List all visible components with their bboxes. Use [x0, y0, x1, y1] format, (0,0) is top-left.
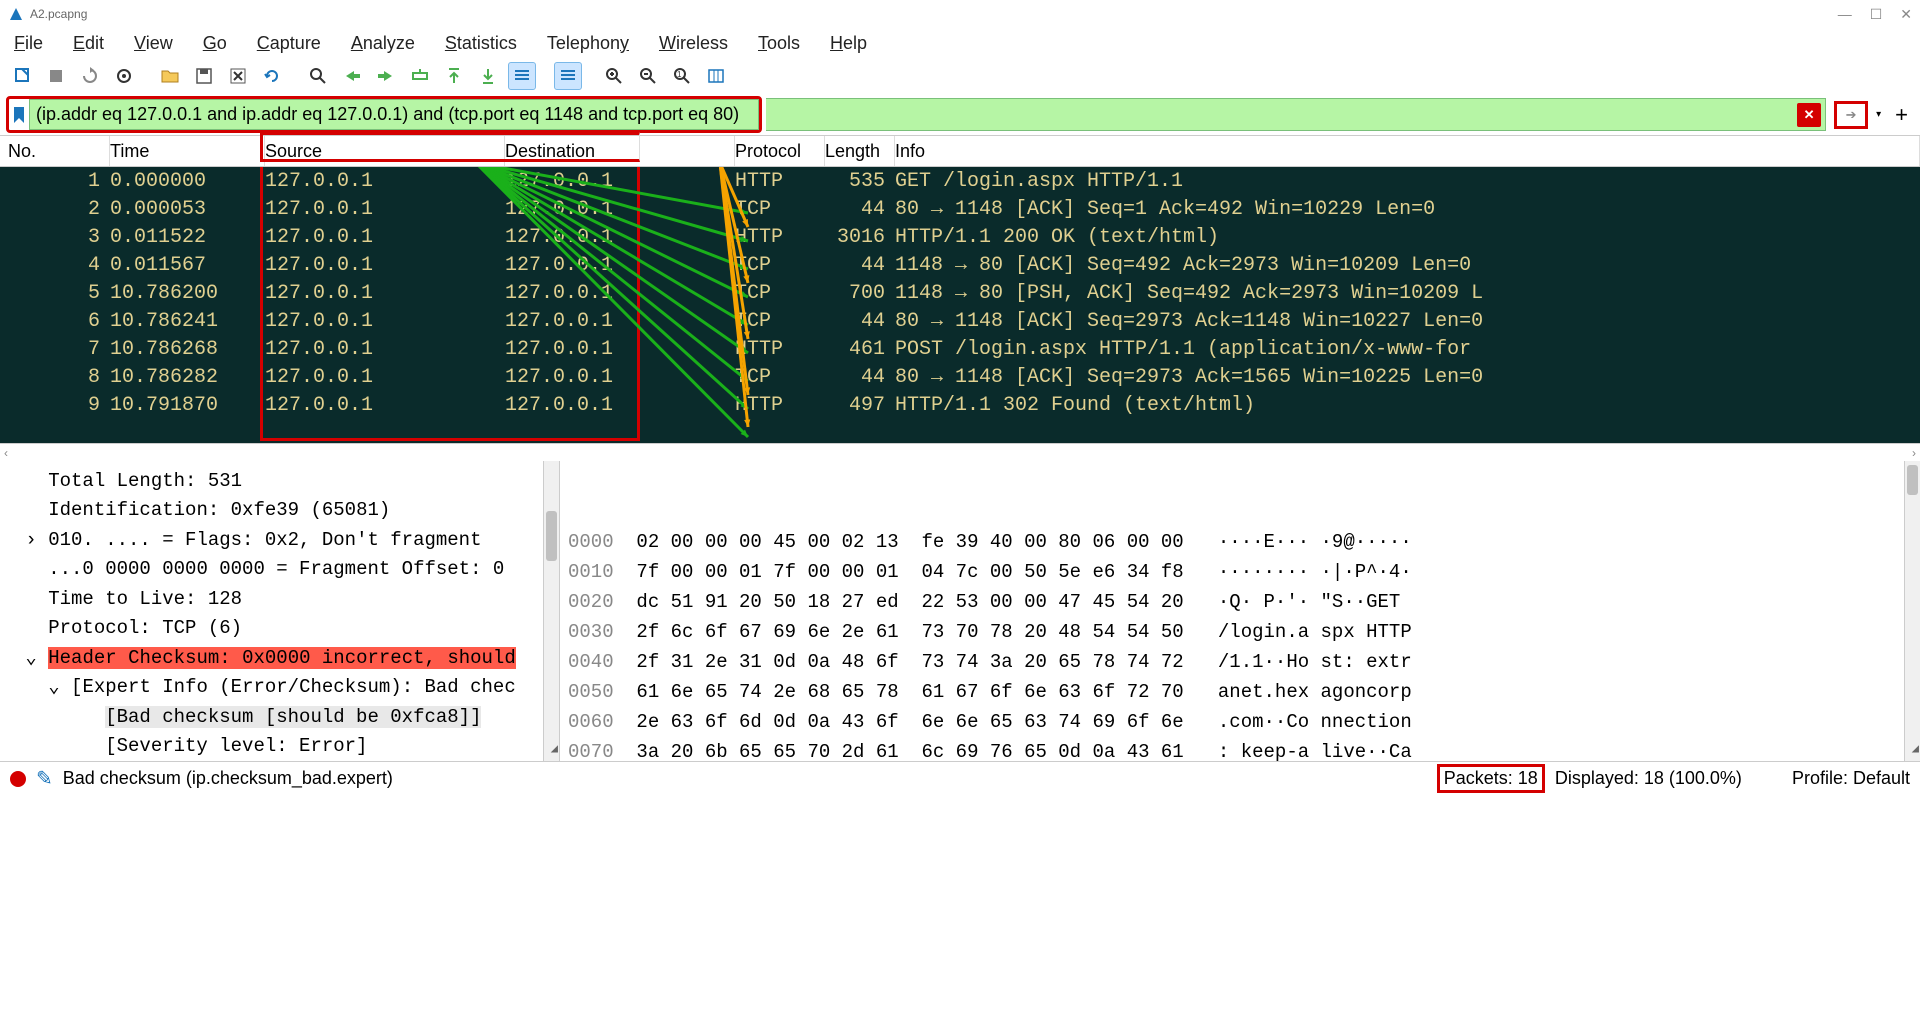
tree-ttl: Time to Live: 128 [48, 588, 242, 610]
hex-row: 0060 2e 63 6f 6d 0d 0a 43 6f 6e 6e 65 63… [568, 707, 1920, 737]
column-header-length[interactable]: Length [825, 136, 895, 166]
go-forward-icon[interactable] [372, 62, 400, 90]
go-last-icon[interactable] [474, 62, 502, 90]
status-displayed: Displayed: 18 (100.0%) [1555, 768, 1742, 789]
menu-go[interactable]: Go [203, 33, 227, 54]
close-button[interactable]: ✕ [1900, 6, 1912, 23]
packet-row[interactable]: 810.786282127.0.0.1127.0.0.1TCP44 80 → 1… [0, 363, 1920, 391]
go-to-packet-icon[interactable] [406, 62, 434, 90]
go-first-icon[interactable] [440, 62, 468, 90]
column-header-info[interactable]: Info [895, 136, 1920, 166]
display-filter-input[interactable] [29, 99, 759, 130]
auto-scroll-icon[interactable] [508, 62, 536, 90]
packet-row[interactable]: 610.786241127.0.0.1127.0.0.1TCP44 80 → 1… [0, 307, 1920, 335]
close-file-icon[interactable] [224, 62, 252, 90]
status-field-name: Bad checksum (ip.checksum_bad.expert) [63, 768, 393, 789]
menu-view[interactable]: View [134, 33, 173, 54]
packet-list-header: No. Time Source Destination Protocol Len… [0, 135, 1920, 167]
filter-history-dropdown[interactable]: ▾ [1872, 109, 1885, 120]
menu-tools[interactable]: Tools [758, 33, 800, 54]
tree-scrollbar[interactable] [543, 461, 559, 761]
tree-fragment-offset: ...0 0000 0000 0000 = Fragment Offset: 0 [48, 558, 504, 580]
packet-row[interactable]: 30.011522127.0.0.1127.0.0.1HTTP3016 HTTP… [0, 223, 1920, 251]
hex-row: 0070 3a 20 6b 65 65 70 2d 61 6c 69 76 65… [568, 737, 1920, 761]
packet-row[interactable]: 710.786268127.0.0.1127.0.0.1HTTP461 POST… [0, 335, 1920, 363]
column-header-time[interactable]: Time [110, 136, 265, 166]
packet-row[interactable]: 510.786200127.0.0.1127.0.0.1TCP700 1148 … [0, 279, 1920, 307]
tree-bad-checksum: [Bad checksum [should be 0xfca8]] [105, 706, 481, 728]
colorize-icon[interactable] [554, 62, 582, 90]
filter-input-tail[interactable]: ✕ [766, 98, 1826, 131]
find-packet-icon[interactable] [304, 62, 332, 90]
menu-file[interactable]: File [14, 33, 43, 54]
toolbar: 1 [0, 58, 1920, 94]
menu-statistics[interactable]: Statistics [445, 33, 517, 54]
menu-telephony[interactable]: Telephony [547, 33, 629, 54]
reload-icon[interactable] [258, 62, 286, 90]
menu-analyze[interactable]: Analyze [351, 33, 415, 54]
menu-edit[interactable]: Edit [73, 33, 104, 54]
minimize-button[interactable]: — [1838, 6, 1852, 23]
svg-text:1: 1 [677, 70, 682, 79]
hex-row: 0030 2f 6c 6f 67 69 6e 2e 61 73 70 78 20… [568, 617, 1920, 647]
tree-severity: [Severity level: Error] [105, 735, 367, 757]
tree-protocol: Protocol: TCP (6) [48, 617, 242, 639]
menu-capture[interactable]: Capture [257, 33, 321, 54]
resize-columns-icon[interactable] [702, 62, 730, 90]
status-profile[interactable]: Profile: Default [1792, 768, 1910, 789]
open-file-icon[interactable] [156, 62, 184, 90]
menubar: File Edit View Go Capture Analyze Statis… [0, 28, 1920, 58]
hex-scrollbar[interactable] [1904, 461, 1920, 761]
hex-row: 0020 dc 51 91 20 50 18 27 ed 22 53 00 00… [568, 587, 1920, 617]
zoom-out-icon[interactable] [634, 62, 662, 90]
menu-help[interactable]: Help [830, 33, 867, 54]
column-header-no[interactable]: No. [0, 136, 110, 166]
column-header-source[interactable]: Source [265, 136, 505, 166]
titlebar: A2.pcapng — ☐ ✕ [0, 0, 1920, 28]
expert-info-indicator-icon[interactable] [10, 771, 26, 787]
hex-row: 0000 02 00 00 00 45 00 02 13 fe 39 40 00… [568, 527, 1920, 557]
packet-list[interactable]: 10.000000127.0.0.1127.0.0.1HTTP535 GET /… [0, 167, 1920, 443]
packet-bytes-hex[interactable]: 0000 02 00 00 00 45 00 02 13 fe 39 40 00… [560, 461, 1920, 761]
packet-row[interactable]: 910.791870127.0.0.1127.0.0.1HTTP497 HTTP… [0, 391, 1920, 419]
restart-capture-icon[interactable] [76, 62, 104, 90]
tree-header-checksum[interactable]: Header Checksum: 0x0000 incorrect, shoul… [48, 647, 515, 669]
tree-expert-info[interactable]: [Expert Info (Error/Checksum): Bad chec [71, 676, 516, 698]
statusbar: ✎ Bad checksum (ip.checksum_bad.expert) … [0, 761, 1920, 795]
go-back-icon[interactable] [338, 62, 366, 90]
window-controls: — ☐ ✕ [1838, 6, 1912, 23]
hex-row: 0040 2f 31 2e 31 0d 0a 48 6f 73 74 3a 20… [568, 647, 1920, 677]
apply-filter-button[interactable]: ➔ [1834, 101, 1868, 129]
hex-row: 0050 61 6e 65 74 2e 68 65 78 61 67 6f 6e… [568, 677, 1920, 707]
zoom-reset-icon[interactable]: 1 [668, 62, 696, 90]
resize-handle-icon[interactable]: ◢ [1912, 740, 1919, 759]
horizontal-scrollbar[interactable]: ‹› [0, 443, 1920, 461]
tree-identification: Identification: 0xfe39 (65081) [48, 499, 390, 521]
start-capture-icon[interactable] [8, 62, 36, 90]
filter-bar: ✕ ➔ ▾ + [0, 94, 1920, 135]
save-file-icon[interactable] [190, 62, 218, 90]
tree-total-length: Total Length: 531 [48, 470, 242, 492]
add-filter-button[interactable]: + [1889, 102, 1914, 128]
tree-flags[interactable]: 010. .... = Flags: 0x2, Don't fragment [48, 529, 481, 551]
packet-row[interactable]: 20.000053127.0.0.1127.0.0.1TCP44 80 → 11… [0, 195, 1920, 223]
capture-options-icon[interactable] [110, 62, 138, 90]
zoom-in-icon[interactable] [600, 62, 628, 90]
edit-icon[interactable]: ✎ [36, 766, 53, 791]
clear-filter-icon[interactable]: ✕ [1797, 103, 1821, 127]
column-header-protocol[interactable]: Protocol [735, 136, 825, 166]
wireshark-fin-icon [8, 6, 24, 22]
maximize-button[interactable]: ☐ [1870, 6, 1883, 23]
resize-handle-icon[interactable]: ◢ [551, 740, 558, 759]
column-header-destination[interactable]: Destination [505, 136, 735, 166]
menu-wireless[interactable]: Wireless [659, 33, 728, 54]
window-title: A2.pcapng [30, 7, 87, 21]
bookmark-icon[interactable] [9, 103, 29, 127]
stop-capture-icon[interactable] [42, 62, 70, 90]
packet-row[interactable]: 40.011567127.0.0.1127.0.0.1TCP44 1148 → … [0, 251, 1920, 279]
status-packets: Packets: 18 [1437, 764, 1545, 793]
packet-row[interactable]: 10.000000127.0.0.1127.0.0.1HTTP535 GET /… [0, 167, 1920, 195]
hex-row: 0010 7f 00 00 01 7f 00 00 01 04 7c 00 50… [568, 557, 1920, 587]
packet-details-tree[interactable]: Total Length: 531 Identification: 0xfe39… [0, 461, 560, 761]
